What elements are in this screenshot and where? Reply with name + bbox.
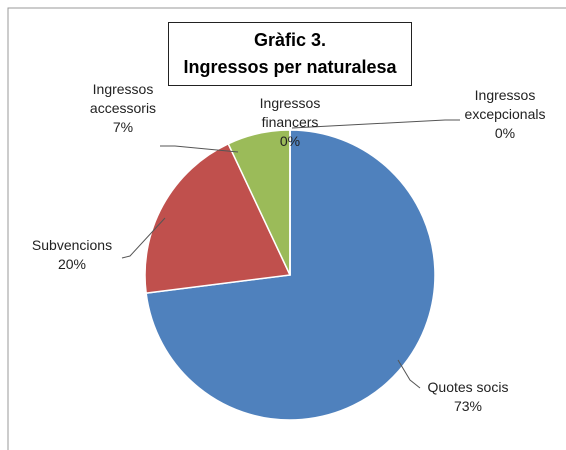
chart-title: Gràfic 3. Ingressos per naturalesa [168,22,412,86]
leader-line [291,119,460,129]
category-label: Ingressos financers [259,95,321,130]
data-label: Quotes socis 73% [418,378,518,416]
category-label: Ingressos excepcionals [464,87,546,122]
value-label: 0% [279,133,301,149]
data-label: Subvencions 20% [22,236,122,274]
leader-line [160,145,239,153]
chart-frame [7,7,566,450]
slices [144,129,436,421]
value-label: 20% [57,256,87,272]
leader-line [397,359,421,389]
value-label: 0% [494,125,516,141]
value-label: 73% [453,398,483,414]
title-line: Gràfic 3. [253,30,327,50]
data-label: Ingressos financers 0% [250,94,330,151]
category-label: Ingressos accessoris [89,81,157,116]
pie-slice [144,142,292,295]
leader-lines [121,119,460,389]
leader-line [121,217,166,259]
data-label: Ingressos excepcionals 0% [455,86,555,143]
category-label: Subvencions [31,237,113,253]
category-label: Quotes socis [427,379,509,395]
title-line: Ingressos per naturalesa [183,57,397,77]
data-label: Ingressos accessoris 7% [78,80,168,137]
value-label: 7% [112,119,134,135]
